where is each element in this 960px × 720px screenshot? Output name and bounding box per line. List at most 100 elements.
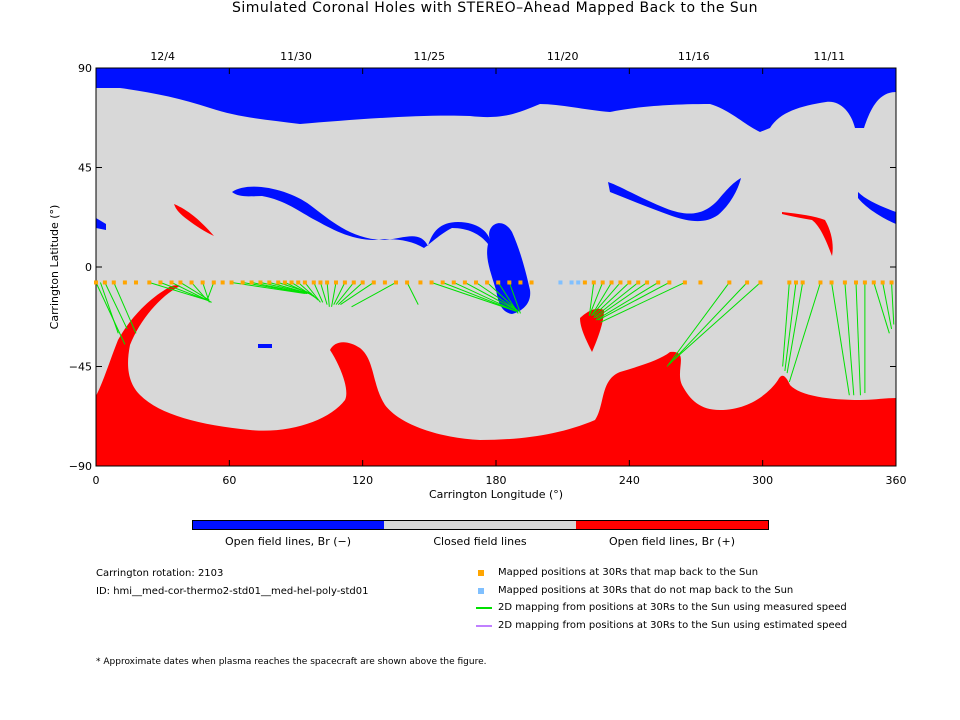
unmapped-point <box>558 280 563 285</box>
mapping-line <box>486 282 519 312</box>
mapped-point <box>94 280 98 285</box>
colorbar-closed <box>384 520 576 530</box>
mapped-point <box>854 280 858 285</box>
mapping-line <box>113 282 137 334</box>
mapped-point <box>249 280 254 285</box>
x-tick-label: 60 <box>222 474 236 487</box>
model-id: ID: hmi__med-cor-thermo2-std01__med-hel-… <box>96 586 369 597</box>
mapped-point <box>698 280 703 285</box>
mapping-line <box>588 282 595 316</box>
mapping-line <box>104 282 128 330</box>
mapped-point <box>418 280 423 285</box>
mapped-point <box>360 280 365 285</box>
mapping-line <box>595 282 659 321</box>
mapping-line <box>593 282 639 319</box>
mapping-line <box>593 282 630 317</box>
mapped-point <box>618 280 623 285</box>
mapped-point <box>496 280 501 285</box>
mapping-line <box>304 282 321 303</box>
mapped-point <box>462 280 467 285</box>
mapped-point <box>871 280 876 285</box>
mapping-line <box>326 282 330 307</box>
y-tick-label: 0 <box>85 261 92 274</box>
mid-latitude-coronal-hole <box>858 192 896 224</box>
x-tick-label: 360 <box>886 474 907 487</box>
chart-title: Simulated Coronal Holes with STEREO–Ahea… <box>231 0 759 16</box>
mapped-point <box>451 280 456 285</box>
north-polar-coronal-hole <box>96 68 896 132</box>
mapped-point <box>325 280 330 285</box>
mapping-line <box>319 282 328 305</box>
mapped-point <box>787 280 792 285</box>
mapping-line <box>160 282 208 301</box>
south-polar-coronal-hole <box>96 285 896 466</box>
mapping-line <box>340 282 375 306</box>
mapped-point <box>296 280 301 285</box>
mapping-line <box>497 282 519 314</box>
mapped-point <box>405 280 410 285</box>
x-tick-label: 180 <box>486 474 507 487</box>
axes: 0 60 120 180 240 300 360 90 45 0 −45 −90 12/4 11/30 11… <box>48 50 907 501</box>
unmapped-point <box>569 280 574 285</box>
mapped-point <box>111 280 116 285</box>
carrington-rotation: Carrington rotation: 2103 <box>96 568 224 579</box>
mapping-line <box>588 282 604 316</box>
colorbar-positive <box>576 520 769 530</box>
mapping-line <box>673 282 761 361</box>
mapping-line <box>882 282 893 330</box>
mapping-line <box>666 282 730 367</box>
mapped-point <box>794 280 798 285</box>
mapping-line <box>149 281 208 301</box>
mapping-line <box>313 282 324 303</box>
mapped-point <box>880 280 885 285</box>
mapped-point <box>134 280 138 285</box>
positive-coronal-hole <box>174 204 214 236</box>
unmapped-point <box>576 280 581 285</box>
legend-mapped-marker <box>478 570 484 576</box>
mapped-point <box>282 280 287 285</box>
mapping-line <box>291 282 317 299</box>
mapped-point <box>727 280 732 285</box>
mapped-point <box>485 280 490 285</box>
mapped-point <box>200 280 205 285</box>
mapped-point <box>318 280 323 285</box>
mapped-point <box>267 280 272 285</box>
mapping-line <box>351 282 397 308</box>
mapped-point <box>189 280 194 285</box>
mapping-line <box>668 282 748 365</box>
colorbar-label-negative: Open field lines, Br (−) <box>224 535 352 548</box>
mapping-line <box>844 282 855 396</box>
top-date-label: 11/20 <box>547 50 579 63</box>
mapping-line <box>873 282 890 334</box>
colorbar-label-positive: Open field lines, Br (+) <box>608 535 736 548</box>
mapped-point <box>371 280 376 285</box>
mapped-point <box>178 280 183 285</box>
legend-unmapped-label: Mapped positions at 30Rs that do not map… <box>498 585 794 596</box>
colorbar-label-closed: Closed field lines <box>433 535 527 548</box>
mapped-point <box>474 280 478 285</box>
mapped-point <box>745 280 750 285</box>
mapping-line <box>95 282 126 345</box>
mapped-point <box>289 280 294 285</box>
mapping-line <box>431 282 517 312</box>
mapped-point <box>169 280 174 285</box>
legend-measured-line <box>476 607 492 609</box>
legend-estimated-line <box>476 625 492 627</box>
mapping-lines <box>95 281 895 396</box>
mapped-point <box>382 280 387 285</box>
top-date-label: 11/30 <box>280 50 312 63</box>
mapping-line <box>202 282 210 303</box>
mapped-point <box>582 280 587 285</box>
mapping-line <box>591 282 612 316</box>
mapping-line <box>171 282 212 303</box>
legend-mapped-label: Mapped positions at 30Rs that map back t… <box>498 567 759 578</box>
top-date-label: 11/11 <box>813 50 845 63</box>
mapped-point <box>682 280 687 285</box>
mapped-point <box>627 280 632 285</box>
y-tick-label: 45 <box>78 162 92 175</box>
legend-measured-label: 2D mapping from positions at 30Rs to the… <box>498 602 847 613</box>
legend-estimated-label: 2D mapping from positions at 30Rs to the… <box>498 620 848 631</box>
mapped-point <box>818 280 823 285</box>
mapping-line <box>335 282 355 305</box>
